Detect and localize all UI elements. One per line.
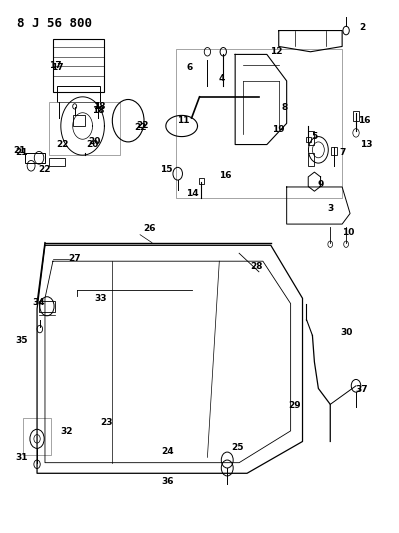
Bar: [53, 38, 105, 92]
Bar: [331, 147, 338, 155]
Bar: [199, 178, 204, 184]
Text: 18: 18: [93, 102, 106, 111]
Text: 35: 35: [15, 336, 28, 345]
Text: 26: 26: [144, 224, 156, 233]
Text: 24: 24: [162, 447, 174, 456]
Text: 28: 28: [251, 262, 263, 271]
Text: 31: 31: [16, 453, 28, 462]
Bar: [39, 301, 55, 312]
Text: 8: 8: [282, 103, 288, 112]
Bar: [308, 131, 314, 144]
Text: 5: 5: [311, 132, 318, 141]
Text: 22: 22: [39, 165, 51, 174]
Text: 14: 14: [186, 189, 199, 198]
Text: 13: 13: [359, 140, 372, 149]
Text: 16: 16: [219, 171, 231, 180]
Text: 20: 20: [86, 140, 99, 149]
Text: 8 J 56 800: 8 J 56 800: [17, 17, 92, 30]
Text: 17: 17: [49, 61, 61, 69]
Bar: [353, 111, 359, 120]
Text: 6: 6: [186, 63, 193, 72]
Bar: [306, 136, 311, 142]
Text: 30: 30: [340, 328, 352, 337]
Text: 10: 10: [342, 228, 354, 237]
Text: 25: 25: [231, 443, 243, 453]
Text: 33: 33: [94, 294, 107, 303]
Text: 16: 16: [358, 116, 370, 125]
Text: 4: 4: [218, 74, 225, 83]
Text: 3: 3: [327, 204, 334, 213]
Text: 17: 17: [51, 63, 63, 72]
Text: 18: 18: [92, 106, 105, 115]
Text: 23: 23: [100, 418, 113, 427]
Text: 22: 22: [136, 121, 148, 130]
Text: 21: 21: [15, 148, 28, 157]
Text: 36: 36: [162, 477, 174, 486]
Bar: [308, 152, 314, 166]
Text: 22: 22: [134, 123, 146, 132]
Bar: [23, 418, 51, 455]
Text: 34: 34: [33, 298, 45, 307]
Text: 7: 7: [339, 148, 345, 157]
Bar: [73, 115, 85, 126]
Text: 12: 12: [271, 47, 283, 56]
Bar: [49, 158, 65, 166]
Bar: [57, 86, 101, 102]
Bar: [176, 49, 342, 198]
Text: 22: 22: [57, 140, 69, 149]
Text: 9: 9: [317, 180, 324, 189]
Text: 20: 20: [88, 138, 101, 147]
Text: 2: 2: [359, 23, 365, 33]
Text: 32: 32: [61, 427, 73, 437]
Text: 29: 29: [288, 401, 301, 410]
Text: 27: 27: [68, 254, 81, 263]
Bar: [49, 102, 120, 155]
Text: 21: 21: [13, 147, 26, 156]
Text: 19: 19: [273, 125, 285, 134]
Text: 15: 15: [160, 166, 172, 174]
Bar: [25, 152, 45, 163]
Text: 11: 11: [178, 116, 190, 125]
Text: 37: 37: [356, 385, 368, 394]
